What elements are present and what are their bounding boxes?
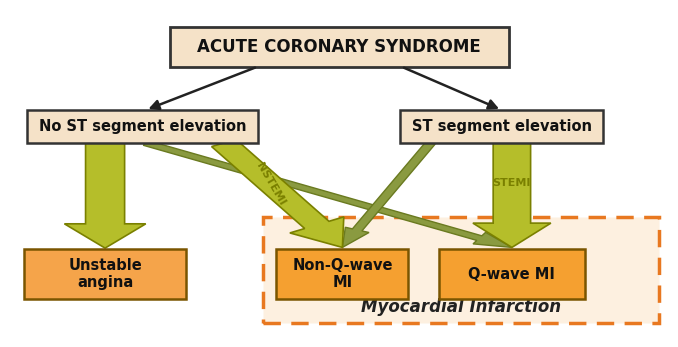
FancyBboxPatch shape (400, 110, 603, 143)
Polygon shape (342, 142, 435, 247)
FancyBboxPatch shape (170, 27, 508, 67)
FancyBboxPatch shape (24, 249, 186, 299)
Text: Myocardial Infarction: Myocardial Infarction (361, 298, 561, 316)
Polygon shape (212, 139, 344, 247)
Text: ST segment elevation: ST segment elevation (412, 119, 592, 134)
Text: No ST segment elevation: No ST segment elevation (39, 119, 246, 134)
Text: Q-wave MI: Q-wave MI (468, 266, 555, 282)
Text: Unstable
angina: Unstable angina (68, 258, 142, 290)
FancyBboxPatch shape (277, 249, 408, 299)
FancyBboxPatch shape (27, 110, 258, 143)
Text: NSTEMI: NSTEMI (254, 161, 287, 207)
Text: STEMI: STEMI (493, 178, 531, 188)
Text: ACUTE CORONARY SYNDROME: ACUTE CORONARY SYNDROME (197, 38, 481, 56)
Polygon shape (473, 143, 551, 247)
Polygon shape (143, 141, 512, 247)
FancyBboxPatch shape (439, 249, 584, 299)
FancyBboxPatch shape (263, 217, 659, 323)
Polygon shape (64, 143, 146, 248)
Text: Non-Q-wave
MI: Non-Q-wave MI (292, 258, 393, 290)
